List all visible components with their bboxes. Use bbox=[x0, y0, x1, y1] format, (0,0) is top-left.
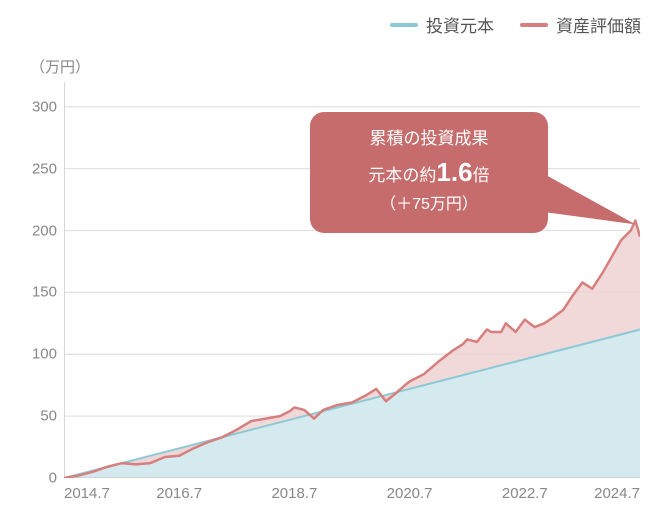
y-tick-label: 200 bbox=[7, 222, 57, 239]
y-tick-label: 50 bbox=[7, 408, 57, 425]
legend-swatch-principal bbox=[390, 23, 418, 27]
x-tick-label: 2022.7 bbox=[502, 485, 548, 502]
x-tick-label: 2024.7 bbox=[594, 485, 640, 502]
x-tick-label: 2018.7 bbox=[271, 485, 317, 502]
legend-item-valuation: 資産評価額 bbox=[520, 12, 641, 37]
x-tick-label: 2016.7 bbox=[156, 485, 202, 502]
investment-growth-chart: 投資元本 資産評価額 （万円） 0 50 100 150 200 250 300 2014.… bbox=[0, 0, 661, 531]
legend-swatch-valuation bbox=[520, 23, 548, 27]
y-axis-unit-label: （万円） bbox=[30, 56, 90, 77]
y-tick-label: 150 bbox=[7, 284, 57, 301]
legend-label-valuation: 資産評価額 bbox=[556, 12, 641, 37]
x-tick-label: 2020.7 bbox=[387, 485, 433, 502]
x-tick-label: 2014.7 bbox=[64, 485, 110, 502]
callout-line1: 累積の投資成果 bbox=[332, 126, 526, 152]
result-callout: 累積の投資成果 元本の約1.6倍 （＋75万円） bbox=[310, 112, 548, 233]
legend-label-principal: 投資元本 bbox=[426, 12, 494, 37]
legend-item-principal: 投資元本 bbox=[390, 12, 494, 37]
y-tick-label: 250 bbox=[7, 160, 57, 177]
y-tick-label: 0 bbox=[7, 470, 57, 487]
y-tick-label: 100 bbox=[7, 346, 57, 363]
y-tick-label: 300 bbox=[7, 98, 57, 115]
callout-line2: 元本の約1.6倍 bbox=[332, 152, 526, 192]
callout-line3: （＋75万円） bbox=[332, 193, 526, 218]
legend: 投資元本 資産評価額 bbox=[390, 12, 641, 37]
